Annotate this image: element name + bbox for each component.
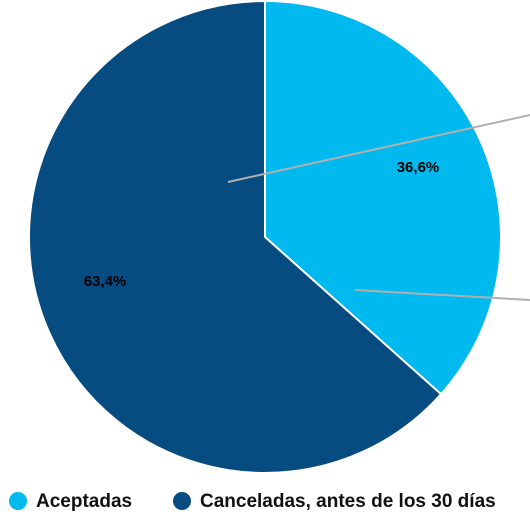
legend: Aceptadas Canceladas, antes de los 30 día… — [9, 491, 496, 512]
pie — [28, 0, 502, 474]
legend-marker — [9, 492, 27, 510]
legend-label: Aceptadas — [36, 491, 132, 512]
legend-label: Canceladas, antes de los 30 días — [200, 491, 496, 512]
pie-slice — [28, 0, 443, 474]
data-label: 63,4% — [84, 273, 127, 290]
labels: 36,6% 63,4% — [84, 159, 440, 290]
legend-marker — [173, 492, 191, 510]
data-label: 36,6% — [397, 159, 440, 176]
leader-line — [354, 289, 530, 301]
leader-line — [227, 114, 530, 183]
